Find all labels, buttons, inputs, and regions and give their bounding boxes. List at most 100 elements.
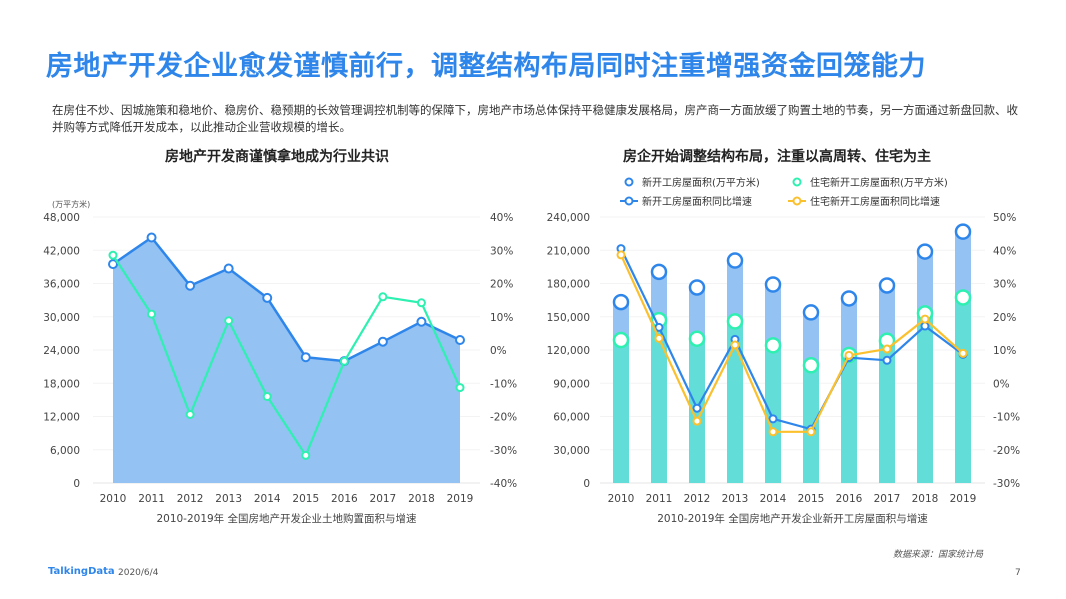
residential-starts-marker <box>954 289 972 306</box>
intro-text: 在房住不炒、因城施策和稳地价、稳房价、稳预期的长效管理调控机制等的保障下，房地产… <box>52 103 1018 134</box>
total-growth-line <box>620 248 964 431</box>
right-y-tick: 0 <box>583 478 590 490</box>
right-x-tick: 2017 <box>874 493 901 505</box>
residential-starts-bar <box>613 340 629 483</box>
left-y-tick: 42,000 <box>43 245 80 257</box>
left-x-tick: 2012 <box>177 493 204 505</box>
residential-starts-marker <box>688 330 706 347</box>
left-y2-tick: 30% <box>490 245 513 257</box>
legend-label: 住宅新开工房屋面积同比增速 <box>810 195 940 208</box>
right-y-tick: 60,000 <box>553 412 590 424</box>
residential-starts-bar <box>917 313 933 483</box>
left-y2-tick: -10% <box>490 378 517 390</box>
total-starts-marker <box>688 279 706 296</box>
land-area-point <box>185 280 196 291</box>
data-source: 数据来源：国家统计局 <box>893 550 984 560</box>
right-y-tick: 180,000 <box>547 279 590 291</box>
right-y-tick: 90,000 <box>553 378 590 390</box>
right-y2-tick: 30% <box>993 279 1016 291</box>
left-y2-tick: 20% <box>490 279 513 291</box>
left-y-tick: 30,000 <box>43 312 80 324</box>
left-y2-tick: -20% <box>490 412 517 424</box>
land-growth-point <box>185 410 195 420</box>
residential-starts-bar <box>651 320 667 483</box>
right-y2-tick: 10% <box>993 345 1016 357</box>
left-x-tick: 2018 <box>408 493 435 505</box>
total-starts-marker <box>802 304 820 321</box>
legend-marker-swatch <box>792 177 802 187</box>
right-y2-tick: 50% <box>993 212 1016 224</box>
land-growth-point <box>378 292 388 302</box>
right-y2-tick: -10% <box>993 412 1020 424</box>
legend-marker-swatch <box>624 196 634 206</box>
residential-growth-point <box>844 350 854 360</box>
land-growth-point <box>224 316 234 326</box>
right-y-tick: 240,000 <box>547 212 590 224</box>
talkingdata-logo: TalkingData <box>48 566 115 577</box>
land-area-point <box>300 352 311 363</box>
residential-growth-point <box>692 416 702 426</box>
total-growth-point <box>920 321 930 331</box>
residential-starts-bar <box>765 345 781 483</box>
residential-growth-point <box>882 344 892 354</box>
land-area-point <box>108 259 118 270</box>
left-x-tick: 2019 <box>447 493 474 505</box>
right-x-tick: 2015 <box>798 493 825 505</box>
total-starts-marker <box>954 223 972 240</box>
residential-starts-bar <box>955 297 971 483</box>
left-y-tick: 6,000 <box>50 445 80 457</box>
right-x-tick: 2013 <box>722 493 749 505</box>
residential-growth-point <box>768 427 778 437</box>
land-growth-point <box>262 392 272 402</box>
total-starts-marker <box>840 290 858 307</box>
left-x-tick: 2010 <box>100 493 127 505</box>
left-x-tick: 2016 <box>331 493 358 505</box>
left-y-tick: 18,000 <box>43 378 80 390</box>
total-starts-marker <box>764 276 782 293</box>
left-y-tick: 36,000 <box>43 279 80 291</box>
legend-marker-swatch <box>624 177 634 187</box>
residential-growth-line <box>619 254 964 433</box>
total-starts-marker <box>650 263 668 281</box>
land-area-point <box>416 316 427 327</box>
right-y-tick: 120,000 <box>547 345 590 357</box>
residential-starts-bar <box>803 365 819 483</box>
land-area-point <box>223 263 234 274</box>
residential-growth-point <box>806 427 816 437</box>
legend-label: 新开工房屋面积同比增速 <box>642 195 752 208</box>
right-x-tick: 2012 <box>684 493 711 505</box>
residential-starts-marker <box>726 313 744 330</box>
land-area-fill <box>113 237 460 483</box>
residential-growth-point <box>920 314 930 324</box>
right-y2-tick: -20% <box>993 445 1020 457</box>
land-growth-point <box>455 383 465 393</box>
land-area-point <box>146 232 157 243</box>
land-growth-point <box>108 250 118 260</box>
left-y-unit: (万平方米) <box>52 199 90 209</box>
land-growth-point <box>301 450 311 460</box>
residential-starts-bar <box>879 340 895 483</box>
left-x-tick: 2015 <box>292 493 319 505</box>
land-area-line <box>112 235 461 363</box>
legend-label: 新开工房屋面积(万平方米) <box>642 176 760 189</box>
land-growth-point <box>339 356 349 366</box>
residential-growth-point <box>958 348 968 358</box>
right-y-tick: 30,000 <box>553 445 590 457</box>
page-title: 房地产开发企业愈发谨慎前行，调整结构布局同时注重增强资金回笼能力 <box>46 51 926 82</box>
right-x-tick: 2018 <box>912 493 939 505</box>
residential-growth-point <box>616 250 626 260</box>
right-chart-title: 房企开始调整结构布局，注重以高周转、住宅为主 <box>623 149 931 165</box>
left-y-tick: 48,000 <box>43 212 80 224</box>
land-growth-line <box>112 254 462 458</box>
residential-starts-marker <box>612 331 630 349</box>
right-y2-tick: 40% <box>993 245 1016 257</box>
total-growth-point <box>692 403 702 413</box>
left-y2-tick: 40% <box>490 212 513 224</box>
right-x-label: 2010-2019年 全国房地产开发企业新开工房屋面积与增速 <box>657 512 928 525</box>
right-x-tick: 2010 <box>608 493 635 505</box>
residential-growth-point <box>730 340 740 350</box>
footer-date: 2020/6/4 <box>118 568 159 578</box>
left-y2-tick: -30% <box>490 445 517 457</box>
left-x-tick: 2011 <box>138 493 165 505</box>
